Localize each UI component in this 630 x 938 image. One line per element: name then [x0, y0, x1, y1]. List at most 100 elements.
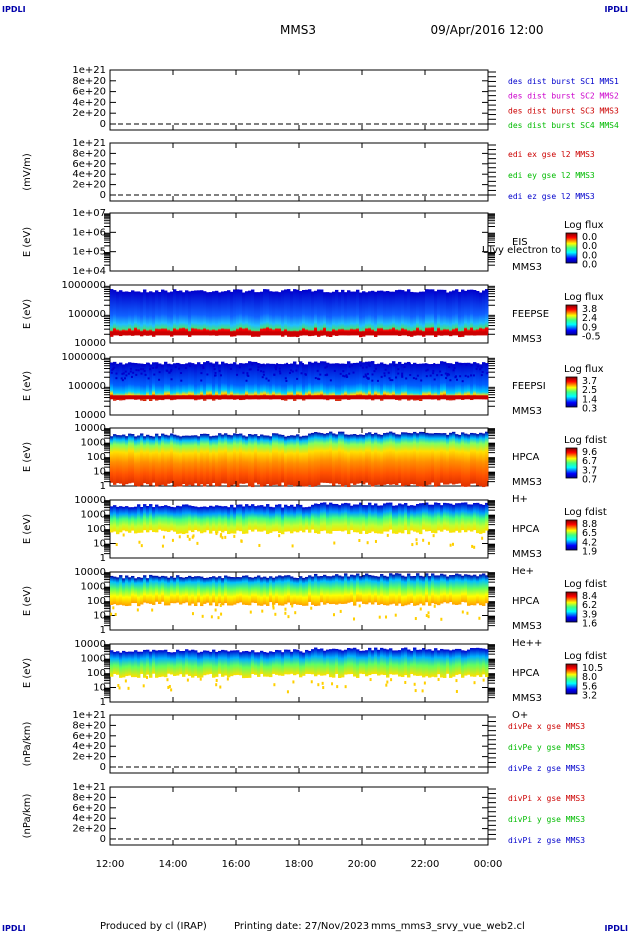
spectrogram-column	[368, 291, 372, 334]
spectrogram-column	[311, 576, 315, 605]
spectrogram-column	[419, 431, 423, 487]
spectrogram-column	[338, 649, 342, 679]
sparse-pixel	[278, 534, 281, 538]
spectrogram-column	[275, 364, 279, 399]
spectrogram-column	[479, 432, 483, 487]
spectrogram-column	[314, 573, 318, 607]
sparse-pixel	[415, 542, 418, 546]
spectrogram-column	[482, 573, 486, 606]
spectrogram-column	[182, 577, 186, 604]
spectrogram-column	[284, 504, 288, 532]
spectrogram-column	[398, 573, 402, 604]
spectrogram-column	[410, 291, 414, 337]
sparse-pixel	[455, 375, 458, 378]
spectrogram-column	[209, 505, 213, 534]
sparse-pixel	[453, 367, 456, 370]
spectrogram-column	[299, 436, 303, 486]
spectrogram-column	[410, 364, 414, 400]
colorbar-tick: 2.4	[582, 313, 597, 324]
instrument-label: He++	[512, 638, 542, 649]
spectrogram-column	[353, 575, 357, 606]
spectrogram-column	[359, 361, 363, 397]
spectrogram-column	[212, 506, 216, 531]
sparse-pixel	[111, 368, 114, 371]
sparse-pixel	[319, 373, 322, 376]
spectrogram-column	[233, 362, 237, 400]
spectrogram-column	[389, 502, 393, 530]
footer-produced-by: Produced by cl (IRAP)	[100, 921, 207, 932]
spectrogram-column	[212, 363, 216, 401]
sparse-pixel	[147, 377, 150, 380]
sparse-pixel	[451, 542, 454, 546]
colorbar-tick: 3.9	[582, 609, 597, 620]
spectrogram-column	[149, 651, 153, 678]
spectrogram-column	[389, 648, 393, 675]
spectrogram-column	[143, 289, 147, 335]
colorbar-tick: 1.9	[582, 547, 597, 558]
spectrogram-column	[200, 433, 204, 485]
sparse-pixel	[365, 375, 368, 378]
spectrogram-column	[386, 291, 390, 335]
spectrogram-column	[182, 435, 186, 485]
sparse-pixel	[162, 535, 165, 539]
spectrogram-column	[410, 576, 414, 603]
spectrogram-column	[437, 289, 441, 334]
colorbar-title: Log fdist	[564, 579, 607, 590]
spectrogram-column	[293, 649, 297, 676]
spectrogram-column	[236, 650, 240, 675]
sparse-pixel	[432, 534, 435, 538]
sparse-pixel	[284, 377, 287, 380]
sparse-pixel	[369, 678, 372, 682]
spectrogram-column	[419, 363, 423, 401]
sparse-pixel	[411, 543, 414, 547]
spectrogram-column	[365, 650, 369, 677]
y-tick-label: 4e+20	[72, 97, 106, 108]
spectrogram-column	[467, 649, 471, 675]
spectrogram-column	[125, 291, 129, 336]
sparse-pixel	[112, 367, 115, 370]
spectrogram-column	[185, 290, 189, 335]
spectrogram-column	[299, 291, 303, 336]
spectrogram-column	[329, 576, 333, 605]
spectrogram-column	[239, 433, 243, 484]
sparse-pixel	[343, 375, 346, 378]
sparse-pixel	[385, 683, 388, 687]
sparse-pixel	[115, 372, 118, 375]
spectrogram-column	[251, 577, 255, 603]
spectrogram-column	[350, 434, 354, 484]
spectrogram-column	[278, 292, 282, 334]
spectrogram-column	[230, 291, 234, 337]
spectrogram-column	[383, 575, 387, 606]
panel-5: 1000000 100000 10000 E (eV) FEEPSI MMS3 Log fl…	[22, 352, 604, 421]
spectrogram-column	[446, 434, 450, 485]
sparse-pixel	[219, 534, 222, 538]
sparse-pixel	[158, 378, 161, 381]
spectrogram-column	[380, 290, 384, 334]
spectrogram-column	[398, 650, 402, 677]
instrument-label: HPCA	[512, 596, 540, 607]
spectrogram-column	[254, 361, 258, 398]
spectrogram-column	[335, 434, 339, 484]
colorbar-tick: 1.4	[582, 394, 597, 405]
sparse-pixel	[215, 678, 218, 682]
spectrogram-column	[146, 362, 150, 399]
sparse-pixel	[214, 371, 217, 374]
spectrogram-column	[326, 292, 330, 337]
spectrogram-column	[416, 292, 420, 333]
sparse-pixel	[394, 613, 397, 617]
sparse-pixel	[142, 364, 145, 367]
sparse-pixel	[353, 617, 356, 621]
sparse-pixel	[374, 539, 377, 543]
spectrogram-column	[170, 433, 174, 483]
sparse-pixel	[217, 616, 220, 620]
spectrogram-column	[419, 291, 423, 336]
sparse-pixel	[440, 617, 443, 621]
spectrogram-column	[203, 650, 207, 676]
colorbar-tick: 0.9	[582, 322, 597, 333]
sparse-pixel	[170, 688, 173, 692]
spectrogram-column	[404, 432, 408, 486]
spectrogram-column	[434, 432, 438, 487]
y-tick-label: 10	[93, 539, 106, 550]
sparse-pixel	[361, 366, 364, 369]
